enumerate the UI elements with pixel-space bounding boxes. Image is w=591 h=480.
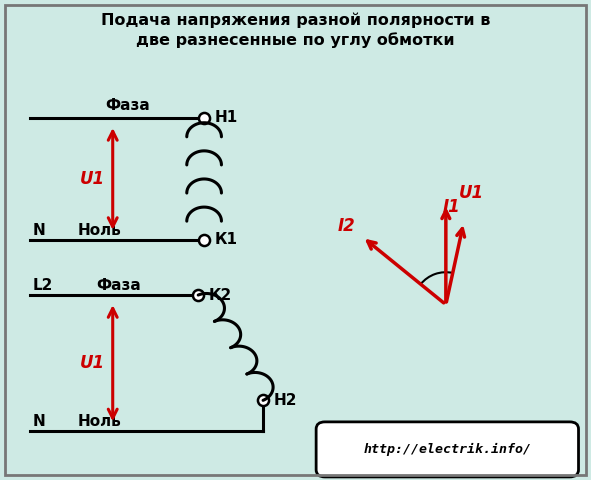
Text: Подача напряжения разной полярности в: Подача напряжения разной полярности в [100, 12, 491, 28]
Text: Фаза: Фаза [96, 277, 141, 293]
Text: L2: L2 [33, 277, 54, 293]
Text: К2: К2 [209, 288, 232, 302]
Text: Фаза: Фаза [105, 98, 150, 113]
Text: Н2: Н2 [274, 393, 297, 408]
Text: N: N [33, 414, 46, 429]
Text: U1: U1 [80, 170, 105, 188]
Text: Ноль: Ноль [77, 223, 121, 238]
Text: две разнесенные по углу обмотки: две разнесенные по углу обмотки [136, 32, 455, 48]
Text: U1: U1 [459, 184, 484, 202]
Text: I1: I1 [443, 198, 461, 216]
FancyBboxPatch shape [316, 422, 579, 477]
Text: N: N [33, 223, 46, 238]
Text: Ноль: Ноль [77, 414, 121, 429]
Text: http://electrik.info/: http://electrik.info/ [363, 443, 532, 456]
Text: U1: U1 [80, 354, 105, 372]
Text: Н1: Н1 [215, 110, 238, 125]
Text: К1: К1 [215, 232, 238, 248]
Text: I2: I2 [337, 216, 355, 235]
